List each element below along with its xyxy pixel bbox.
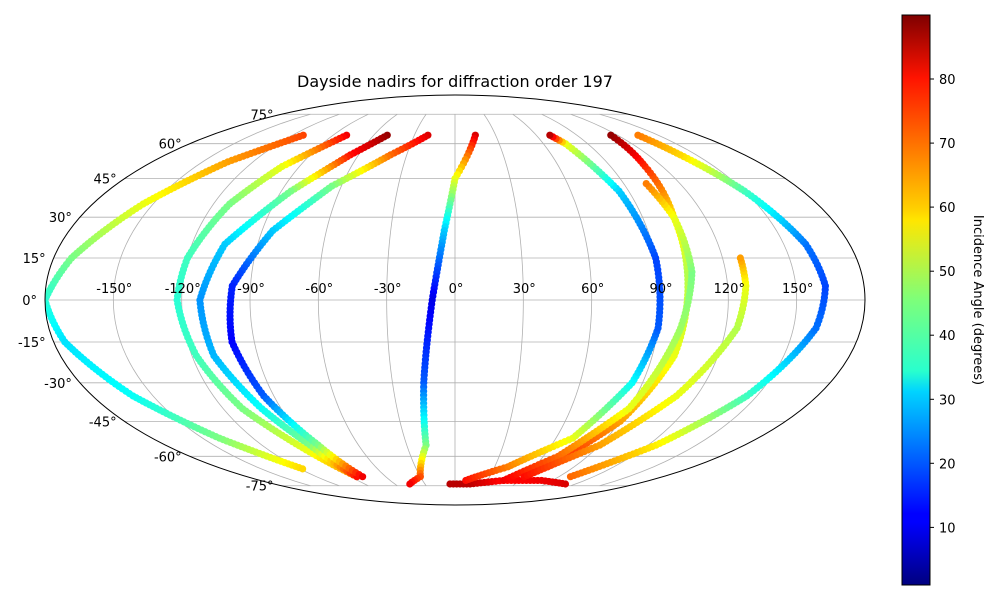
colorbar-tick-label: 60 [939,201,956,216]
data-point [406,480,414,488]
data-point [607,131,615,139]
colorbar-tick-label: 80 [939,73,956,88]
colorbar-ticks: 10 20 30 40 50 60 70 80 [930,73,956,536]
colorbar-tick-label: 50 [939,265,956,280]
lat-tick-label: -60° [154,450,182,465]
colorbar-tick-label: 30 [939,393,956,408]
colorbar-tick-label: 40 [939,329,956,344]
colorbar-gradient [901,14,931,586]
map-area: -150° -120° -90° -60° -30° 0° 30° 60° 90° 120° 150… [18,94,866,506]
longitude-gridline [386,114,427,486]
map-outline [44,94,866,506]
longitude-gridline [112,113,311,487]
longitude-gridline [181,113,340,487]
colorbar-label: Incidence Angle (degrees) [970,215,985,385]
longitude-gridline [317,113,398,487]
data-point [561,480,570,488]
lon-tick-label: 150° [782,282,813,297]
longitude-gridline [599,113,798,487]
lon-tick-label: -120° [165,282,201,297]
lat-tick-label: -15° [18,336,46,351]
colorbar: 10 20 30 40 50 60 70 80 Incidence Angle (degree… [901,14,985,586]
lat-tick-label: -30° [44,377,72,392]
lon-tick-label: 60° [581,282,604,297]
colorbar-tick-label: 10 [939,521,956,536]
lat-tick-label: 15° [23,252,46,267]
lat-tick-label: 45° [94,173,117,188]
longitude-gridline [512,113,593,487]
lon-tick-label: 30° [513,282,536,297]
lon-tick-label: -150° [96,282,132,297]
data-point [359,473,367,481]
longitude-gridline [570,113,729,487]
data-point [634,131,642,139]
data-point [546,131,554,139]
lat-tick-label: -45° [89,415,117,430]
latitude-tick-labels: -75° -60° -45° -30° -15° 0° 15° 30° 45° 60° 75° [18,108,274,494]
colorbar-tick-label: 20 [939,457,956,472]
data-point [299,465,307,473]
longitude-gridline [483,114,524,486]
lon-tick-label: -30° [374,282,402,297]
lat-tick-label: 75° [250,108,273,123]
lat-tick-label: 0° [22,294,37,309]
data-point [642,179,650,188]
lon-tick-label: 120° [714,282,745,297]
data-point [736,254,744,262]
lon-tick-label: 90° [649,282,672,297]
longitude-tick-labels: -150° -120° -90° -60° -30° 0° 30° 60° 90° 120° 150… [96,282,813,297]
lon-tick-label: 0° [449,282,464,297]
lon-tick-label: -90° [237,282,265,297]
lat-tick-label: -75° [246,480,274,495]
colorbar-tick-label: 70 [939,137,956,152]
data-points [45,131,830,488]
lon-tick-label: -60° [305,282,333,297]
chart-title: Dayside nadirs for diffraction order 197 [297,72,613,91]
lat-tick-label: 60° [159,138,182,153]
lat-tick-label: 30° [49,211,72,226]
